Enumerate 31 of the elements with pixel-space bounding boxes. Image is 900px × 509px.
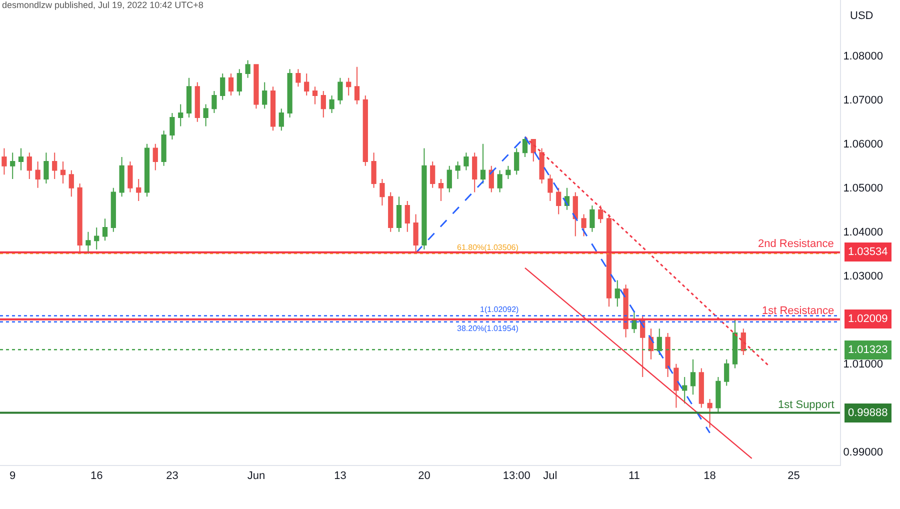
y-tick-label: 1.08000 <box>843 50 883 63</box>
y-tick-label: 1.03000 <box>843 270 883 283</box>
y-tick-label: 1.05000 <box>843 182 883 195</box>
y-tick-label: 0.99000 <box>843 446 883 459</box>
x-tick-label: 23 <box>166 470 178 482</box>
x-tick-label: 16 <box>90 470 103 482</box>
text: 1.03534 <box>848 246 888 258</box>
y-tick-label: 1.01000 <box>843 358 883 371</box>
x-tick-label: 25 <box>788 470 800 482</box>
x-tick-label: 11 <box>628 470 640 482</box>
x-tick-label: 13 <box>334 470 346 482</box>
x-tick-label: 20 <box>418 470 430 482</box>
text: 1.01323 <box>848 344 888 356</box>
y-tick-label: 1.06000 <box>843 138 883 151</box>
ref-line-label: 2nd Resistance <box>758 238 834 250</box>
ref-line-label: 1st Resistance <box>762 305 834 317</box>
ref-line-label: 1(1.02092) <box>480 305 520 314</box>
y-axis-title: USD <box>850 10 874 22</box>
ref-line-label: 61.80%(1.03506) <box>457 243 519 252</box>
text: 0.99888 <box>848 407 888 419</box>
y-tick-label: 1.07000 <box>843 94 883 107</box>
annotation: desmondlzw published, Jul 19, 2022 10:42 UTC+8 <box>2 0 204 10</box>
ref-line-label: 38.20%(1.01954) <box>457 324 519 333</box>
text: 1.02009 <box>848 313 888 325</box>
x-tick-label: 9 <box>10 470 16 482</box>
ref-line-label: 1st Support <box>778 399 834 411</box>
x-tick-label: Jun <box>247 470 266 482</box>
y-tick-label: 1.04000 <box>843 226 883 239</box>
x-tick-label: 13:00 <box>502 470 530 482</box>
x-tick-label: 18 <box>704 470 716 482</box>
x-tick-label: Jul <box>543 470 558 482</box>
